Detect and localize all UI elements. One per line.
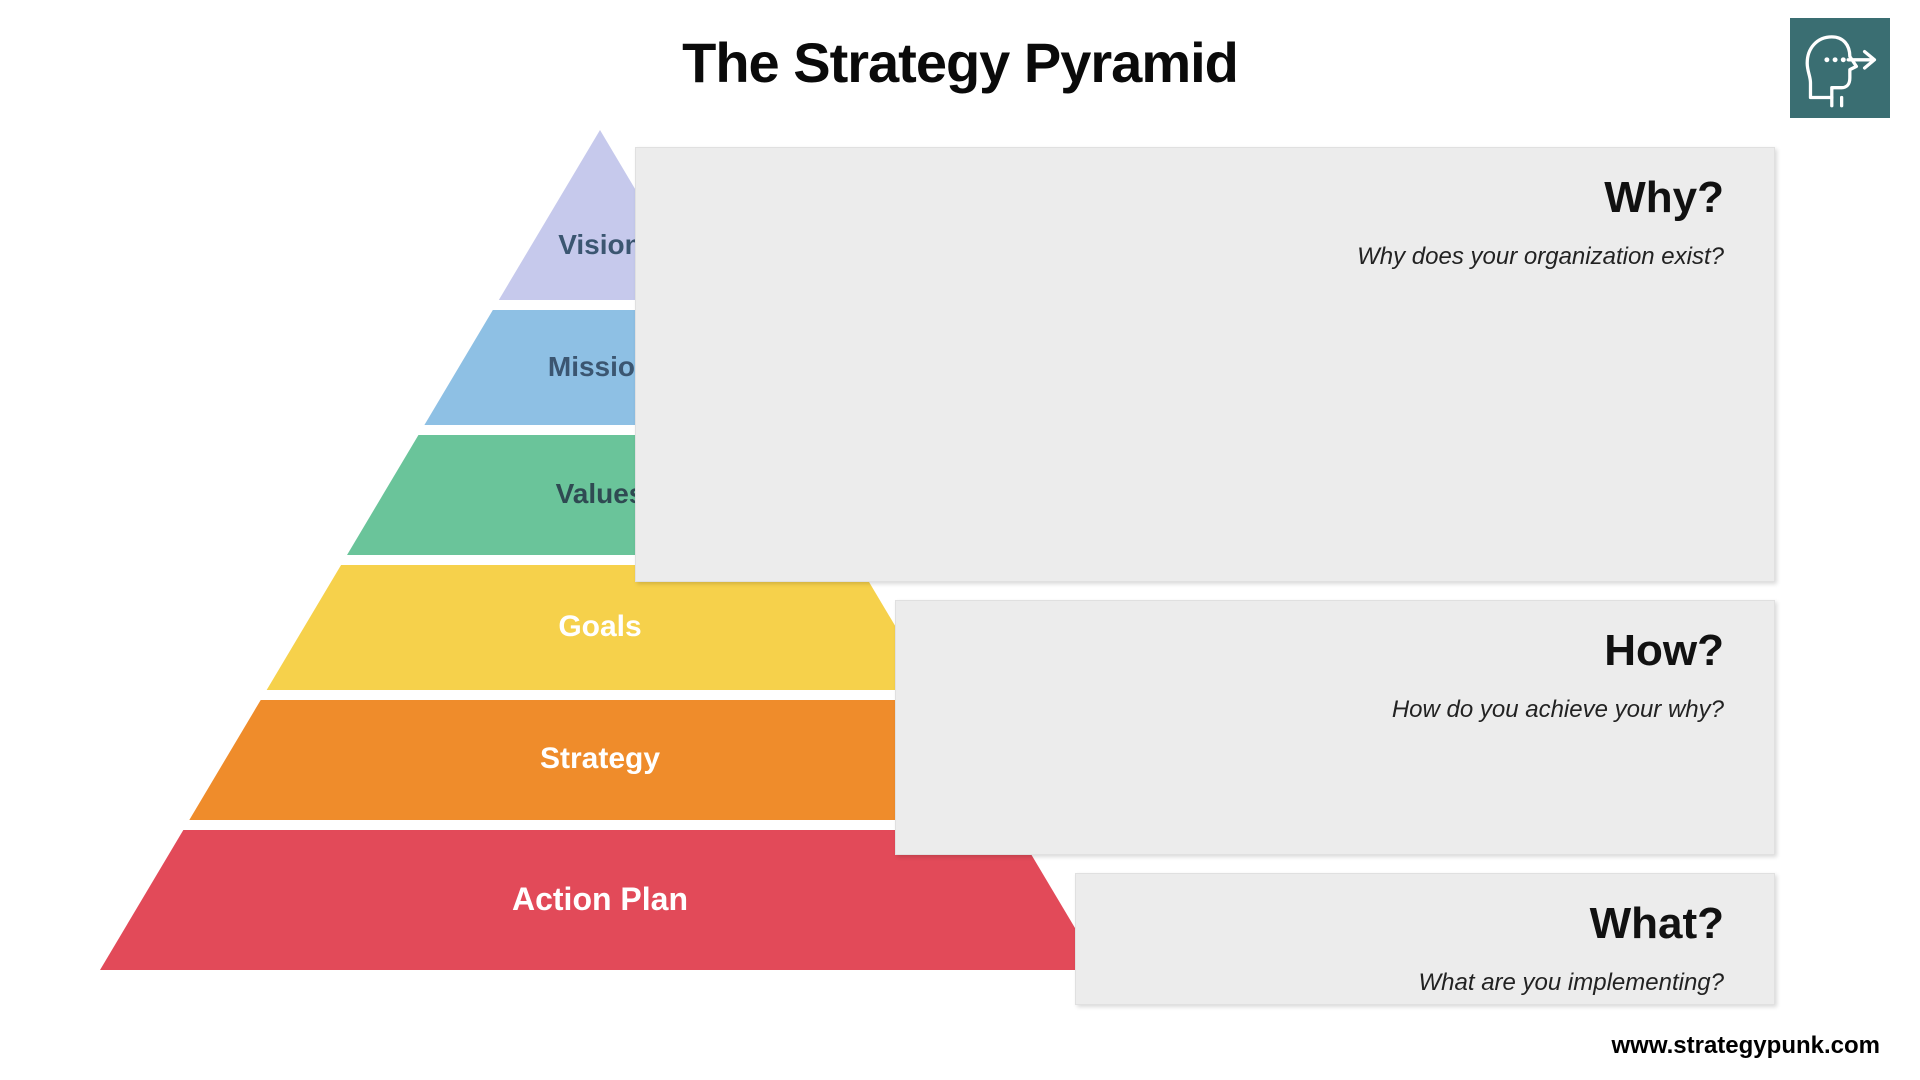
panel-why: Why? Why does your organization exist? bbox=[635, 147, 1775, 582]
panel-title: What? bbox=[1106, 899, 1724, 949]
panel-what: What? What are you implementing? bbox=[1075, 873, 1775, 1005]
pyramid-layer-strategy bbox=[189, 700, 1010, 820]
page-title: The Strategy Pyramid bbox=[0, 30, 1920, 95]
pyramid-layer-goals bbox=[267, 565, 934, 690]
head-arrow-icon bbox=[1799, 27, 1881, 109]
brand-logo bbox=[1790, 18, 1890, 118]
panel-subtitle: Why does your organization exist? bbox=[666, 243, 1724, 271]
panel-subtitle: What are you implementing? bbox=[1106, 969, 1724, 997]
footer-url: www.strategypunk.com bbox=[1612, 1032, 1881, 1060]
panel-title: How? bbox=[926, 626, 1724, 676]
panel-subtitle: How do you achieve your why? bbox=[926, 696, 1724, 724]
panel-how: How? How do you achieve your why? bbox=[895, 600, 1775, 855]
panel-title: Why? bbox=[666, 173, 1724, 223]
